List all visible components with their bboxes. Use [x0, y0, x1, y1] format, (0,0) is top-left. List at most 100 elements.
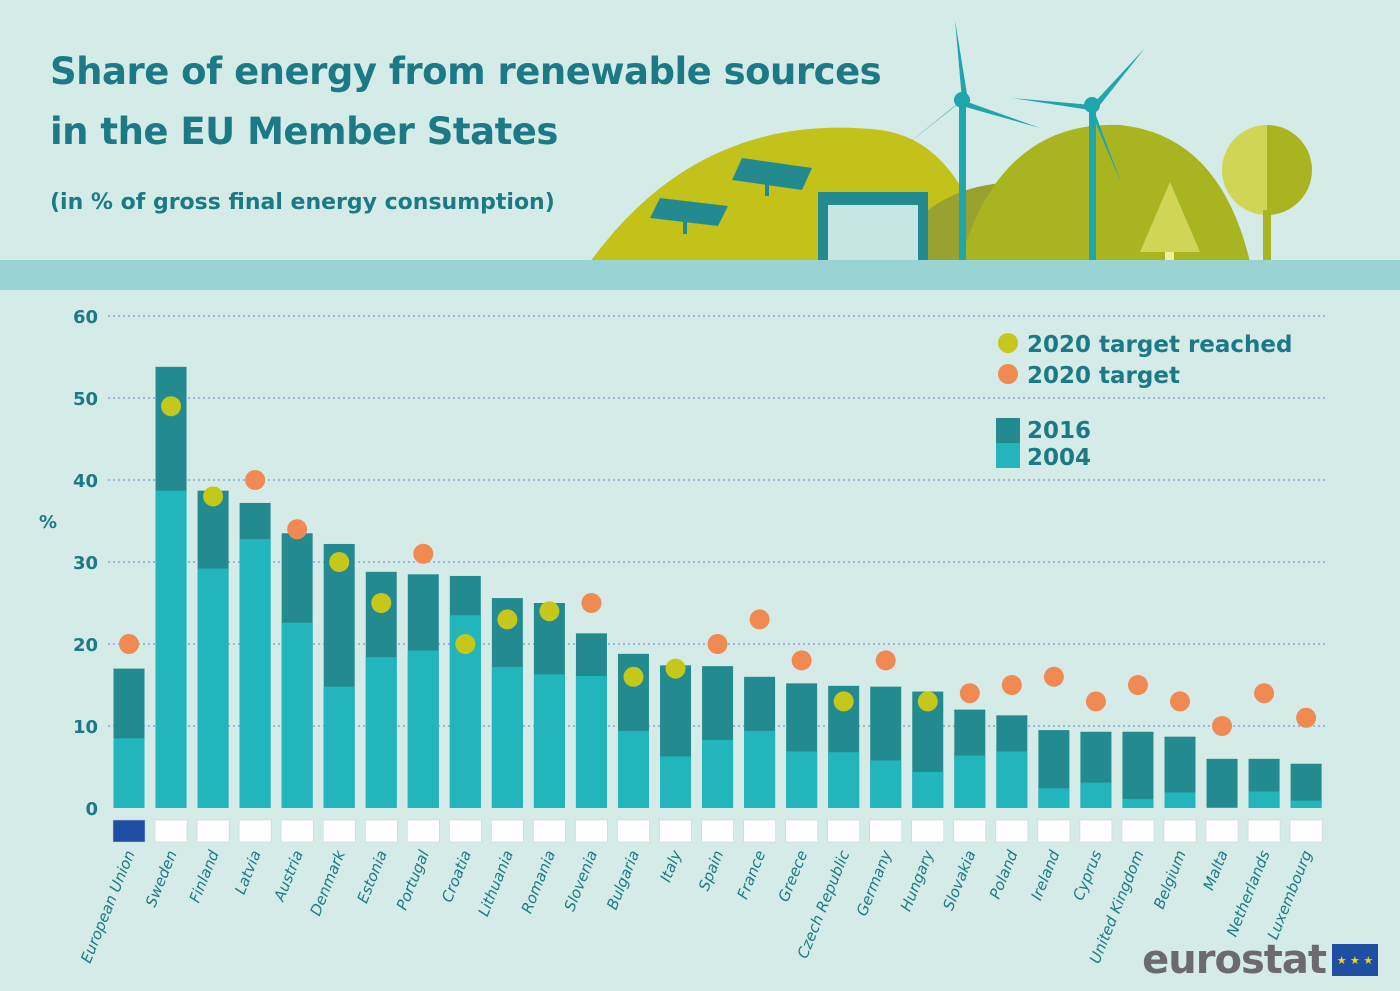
bar-2004	[786, 751, 818, 808]
flag-icon	[659, 819, 692, 843]
flag-icon	[575, 819, 608, 843]
flag-icon	[491, 819, 524, 843]
bar-2004	[702, 739, 734, 808]
target-reached-marker	[665, 658, 686, 679]
bar-2004	[1038, 788, 1070, 808]
bar-2004	[954, 755, 986, 808]
renewables-illustration	[590, 20, 1312, 262]
flag-icon	[1079, 819, 1113, 843]
target-marker	[1001, 675, 1022, 695]
target-reached-marker	[203, 486, 224, 507]
flag-icon	[533, 819, 566, 843]
flag-icon	[995, 819, 1029, 843]
bar-2004	[912, 771, 944, 808]
x-tick-label: Ireland	[1027, 847, 1063, 903]
target-marker	[875, 650, 896, 671]
x-tick-label: Latvia	[231, 848, 265, 897]
target-reached-marker	[497, 609, 518, 630]
target-marker	[707, 634, 728, 654]
bar-2004	[744, 730, 776, 808]
y-tick-label: 10	[73, 717, 98, 738]
y-tick-label: 60	[73, 307, 98, 328]
flag-icon	[449, 819, 482, 843]
title-line-2: in the EU Member States	[50, 110, 558, 153]
x-tick-label: Luxembourg	[1264, 848, 1316, 942]
target-marker	[1127, 675, 1148, 695]
flag-icon	[1247, 819, 1281, 843]
target-marker	[1254, 683, 1275, 704]
target-reached-marker	[161, 396, 182, 417]
y-tick-label: 0	[85, 799, 98, 820]
legend-target-reached: 2020 target reached	[1027, 332, 1292, 358]
x-tick-label: Poland	[986, 847, 1022, 901]
target-reached-marker	[329, 552, 350, 572]
flag-icon	[154, 819, 188, 843]
eurostat-logo: eurostat ★ ★ ★	[1142, 937, 1378, 983]
logo-text: eurostat	[1142, 937, 1327, 983]
bar-2004	[281, 622, 313, 808]
y-tick-label: 50	[73, 389, 98, 410]
y-tick-label: 30	[73, 553, 98, 574]
horizon-band	[0, 260, 1400, 290]
x-tick-label: Portugal	[393, 847, 433, 913]
bar-2004	[1164, 792, 1196, 808]
flag-icon	[953, 819, 987, 843]
target-marker	[1296, 707, 1317, 728]
chart-subtitle: (in % of gross final energy consumption)	[50, 190, 555, 215]
legend-2016-swatch	[996, 418, 1020, 443]
x-tick-label: Sweden	[142, 848, 181, 910]
eu-flag-icon: ★ ★ ★	[1332, 944, 1378, 976]
flag-icon	[322, 819, 356, 843]
target-reached-marker	[455, 634, 476, 654]
target-marker	[1085, 691, 1106, 712]
x-tick-label: France	[734, 848, 770, 902]
target-marker	[413, 543, 434, 564]
bar-2004	[365, 657, 397, 808]
target-reached-marker	[833, 691, 854, 712]
bar-2004	[113, 738, 145, 808]
legend-2004: 2004	[1027, 445, 1091, 471]
flag-icon	[617, 819, 650, 843]
x-tick-label: Hungary	[897, 847, 938, 914]
flag-icon	[407, 819, 440, 843]
pine-tree-icon	[1140, 182, 1200, 262]
legend-target-reached-marker	[998, 333, 1018, 353]
bar-2004	[239, 539, 271, 808]
bar-2004	[660, 756, 692, 808]
wind-turbine-icon	[1012, 48, 1145, 262]
flag-icon	[196, 819, 230, 843]
x-tick-label: Germany	[853, 847, 896, 919]
flag-icon	[1205, 819, 1239, 843]
bar-2004	[491, 666, 523, 808]
flag-icon	[1037, 819, 1071, 843]
legend-target: 2020 target	[1027, 363, 1180, 389]
target-reached-marker	[539, 601, 560, 622]
dam-icon	[818, 192, 928, 262]
solar-panel-icon	[732, 158, 812, 196]
wind-turbine-icon	[900, 20, 1040, 262]
x-tick-label: Cyprus	[1069, 848, 1105, 903]
flag-icon	[785, 819, 818, 843]
x-tick-label: European Union	[77, 848, 139, 966]
target-marker	[119, 634, 139, 654]
x-tick-label: Greece	[775, 848, 812, 905]
x-tick-label: Finland	[186, 847, 223, 905]
bar-2004	[155, 490, 187, 808]
bar-2004	[533, 674, 565, 808]
target-marker	[1043, 666, 1064, 687]
target-marker	[581, 593, 602, 613]
bar-2004	[323, 686, 355, 808]
target-reached-marker	[623, 666, 644, 687]
legend-2016: 2016	[1027, 418, 1091, 444]
flag-icon	[364, 819, 398, 843]
flag-icon	[743, 819, 776, 843]
x-tick-label: Bulgaria	[603, 848, 643, 912]
target-marker	[791, 650, 812, 671]
bar-2004	[870, 760, 902, 808]
x-tick-label: Slovenia	[561, 848, 602, 914]
flag-icon	[112, 819, 146, 843]
bar-2004	[197, 568, 229, 808]
flag-icon	[1121, 819, 1155, 843]
solar-panel-icon	[650, 198, 728, 234]
